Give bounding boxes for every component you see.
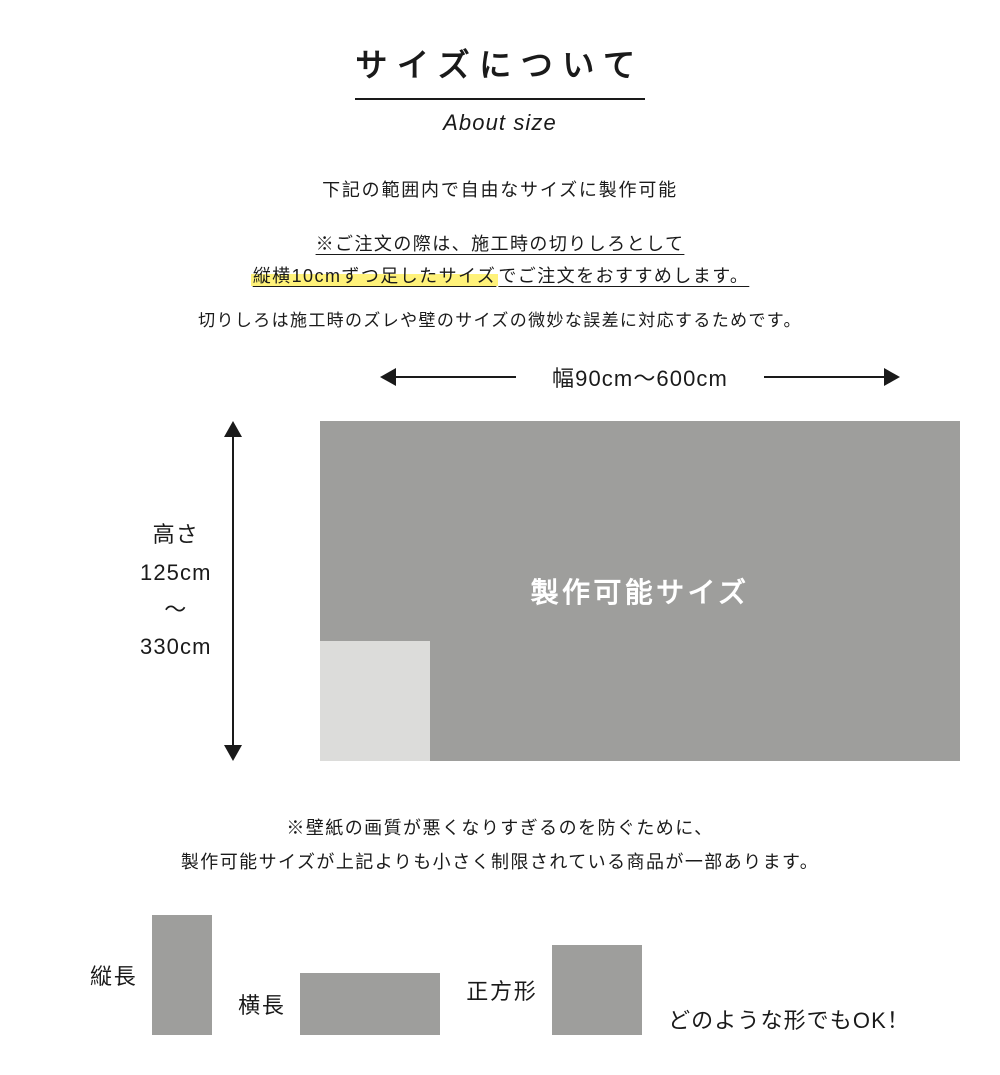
any-shape-text: どのような形でもOK！: [668, 1003, 910, 1035]
intro-text: 下記の範囲内で自由なサイズに製作可能: [60, 176, 940, 202]
notice-block: ※ご注文の際は、施工時の切りしろとして 縦横10cmずつ足したサイズでご注文をお…: [60, 230, 940, 288]
arrow-line: [396, 376, 516, 378]
explain-text: 切りしろは施工時のズレや壁のサイズの微妙な誤差に対応するためです。: [60, 306, 940, 331]
title-block: サイズについて About size: [60, 40, 940, 136]
width-label: 幅90cm～600cm: [552, 361, 728, 393]
shape-wide-group: 横長: [238, 973, 440, 1035]
shape-square-label: 正方形: [466, 974, 537, 1006]
footnote-line1: ※壁紙の画質が悪くなりすぎるのを防ぐために、: [60, 811, 940, 845]
arrow-head-right-icon: [884, 368, 900, 386]
shape-tall-group: 縦長: [90, 915, 212, 1035]
main-rect-label: 製作可能サイズ: [531, 571, 750, 611]
arrow-head-up-icon: [224, 421, 242, 437]
footnote-block: ※壁紙の画質が悪くなりすぎるのを防ぐために、 製作可能サイズが上記よりも小さく制…: [60, 811, 940, 879]
footnote-line2: 製作可能サイズが上記よりも小さく制限されている商品が一部あります。: [60, 845, 940, 879]
title-main: サイズについて: [355, 40, 644, 100]
notice-highlight: 縦横10cmずつ足したサイズ: [251, 266, 499, 286]
shape-wide-box: [300, 973, 440, 1035]
height-label-2: 125cm: [140, 554, 212, 591]
size-diagram: 幅90cm～600cm 高さ 125cm ～ 330cm 製作可能サイズ: [60, 361, 940, 791]
arrow-line: [232, 437, 234, 745]
height-label-3: ～: [140, 591, 212, 628]
width-dimension-row: 幅90cm～600cm: [320, 361, 960, 393]
notice-line1: ※ご注文の際は、施工時の切りしろとして: [316, 230, 685, 256]
shape-wide-label: 横長: [238, 988, 286, 1020]
shape-tall-box: [152, 915, 212, 1035]
notice-line2-tail: でご注文をおすすめします。: [498, 266, 749, 286]
shapes-row: 縦長 横長 正方形 どのような形でもOK！: [60, 915, 940, 1035]
height-labels: 高さ 125cm ～ 330cm: [140, 516, 212, 666]
page-container: サイズについて About size 下記の範囲内で自由なサイズに製作可能 ※ご…: [0, 0, 1000, 1075]
arrow-head-left-icon: [380, 368, 396, 386]
notice-line2: 縦横10cmずつ足したサイズでご注文をおすすめします。: [251, 262, 750, 288]
height-label-1: 高さ: [140, 516, 212, 553]
arrow-line: [764, 376, 884, 378]
arrow-right: [764, 368, 900, 386]
arrow-head-down-icon: [224, 745, 242, 761]
arrow-vertical: [224, 421, 242, 761]
arrow-left: [380, 368, 516, 386]
inner-min-rect: [320, 641, 430, 761]
shape-square-group: 正方形: [466, 945, 641, 1035]
main-size-rect: 製作可能サイズ: [320, 421, 960, 761]
shape-square-box: [552, 945, 642, 1035]
title-sub: About size: [60, 110, 940, 136]
height-label-4: 330cm: [140, 628, 212, 665]
shape-tall-label: 縦長: [90, 959, 138, 991]
height-dimension-col: 高さ 125cm ～ 330cm: [140, 421, 310, 761]
